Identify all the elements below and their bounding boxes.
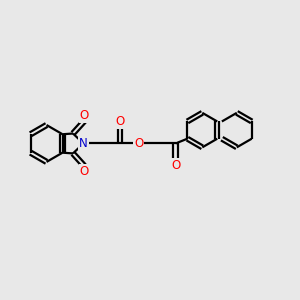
Text: N: N bbox=[79, 137, 88, 150]
Text: O: O bbox=[171, 159, 180, 172]
Text: O: O bbox=[80, 165, 89, 178]
Text: O: O bbox=[116, 115, 125, 128]
Text: O: O bbox=[134, 137, 143, 150]
Text: O: O bbox=[80, 109, 89, 122]
